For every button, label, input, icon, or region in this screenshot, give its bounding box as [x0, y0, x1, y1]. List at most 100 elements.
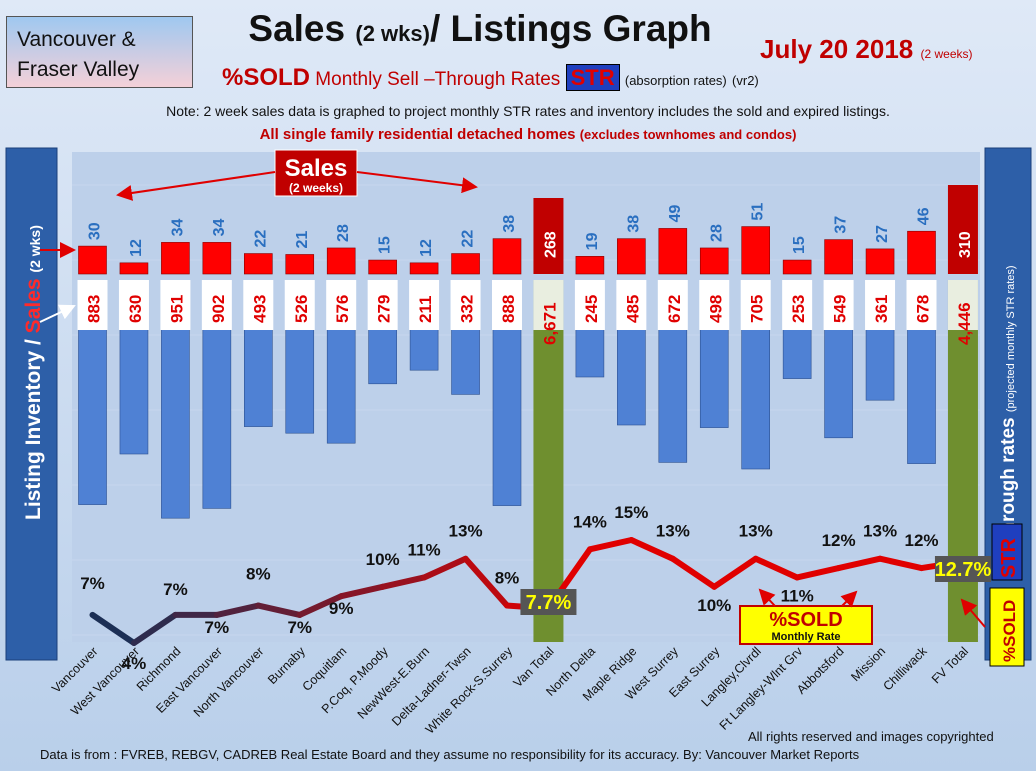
str-line-segment	[752, 555, 801, 581]
subtitle-sold: %SOLD	[222, 64, 311, 91]
str-total-box	[934, 556, 991, 582]
sold-badge-box	[739, 605, 873, 645]
sold-tag: %SOLD	[1000, 600, 1019, 662]
sales-bar	[244, 253, 273, 275]
sales-value-label: 27	[874, 225, 891, 243]
region-box: Vancouver & Fraser Valley	[6, 16, 193, 88]
str-total-label: 12.7%	[935, 559, 992, 581]
sold-arrow-fv	[960, 598, 986, 628]
sales-bar	[161, 242, 190, 275]
str-line-segment	[213, 602, 262, 618]
inventory-bar	[202, 327, 232, 509]
sold-tag-box	[989, 587, 1025, 667]
inventory-bar	[409, 327, 439, 371]
sold-arrow-left	[758, 588, 776, 607]
inventory-value-label: 705	[748, 295, 767, 323]
inventory-label-box	[409, 280, 440, 330]
title-rest: / Listings Graph	[429, 8, 712, 49]
str-total-label: 7.7%	[526, 592, 572, 614]
sales-bar	[741, 226, 771, 275]
sales-bar	[451, 253, 480, 275]
left-axis-title: Listing Inventory / Sales (2 wks)	[22, 225, 45, 520]
left-axis-panel	[5, 147, 58, 661]
sales-value-label: 15	[377, 236, 394, 254]
category-label: Ft Langley-Wlnt Grv	[717, 644, 806, 733]
inventory-label-box	[699, 280, 730, 330]
sales-bar	[865, 248, 895, 275]
subtitle-rates: (absorption rates)	[624, 73, 727, 88]
inventory-value-label: 279	[375, 295, 394, 323]
str-value-label: 8%	[495, 569, 520, 588]
inventory-label-box	[77, 280, 108, 330]
report-date: July 20 2018 (2 weeks)	[760, 34, 972, 65]
inventory-value-label: 485	[623, 295, 642, 323]
inventory-bar	[658, 327, 688, 463]
sales-bar	[699, 247, 729, 275]
inventory-value-label: 4,446	[955, 302, 974, 345]
sales-value-label: 12	[418, 239, 435, 257]
title-main: Sales	[248, 8, 346, 49]
inventory-label-box	[367, 280, 398, 330]
inventory-bar	[451, 327, 480, 395]
sales-bar	[658, 228, 688, 275]
str-line-segment	[835, 555, 884, 572]
str-value-label: 13%	[863, 522, 897, 541]
sales-value-label: 38	[501, 215, 518, 233]
rights-text: All rights reserved and images copyright…	[748, 729, 994, 744]
right-axis-part2: (projected monthly STR rates)	[1005, 265, 1017, 412]
chart-note: Note: 2 week sales data is graphed to pr…	[166, 103, 890, 119]
subtitle-str: STR	[565, 64, 620, 91]
sales-value-label: 38	[625, 215, 642, 233]
sales-bar	[492, 238, 522, 275]
str-value-label: 10%	[697, 596, 731, 615]
inventory-bar	[244, 327, 273, 427]
sales-annotation-label: Sales	[285, 155, 348, 182]
sales-value-label: 28	[708, 224, 725, 242]
sales-arrow-right	[356, 171, 478, 194]
subtitle: %SOLD Monthly Sell –Through Rates STR (a…	[222, 64, 759, 92]
sales-value-label: 310	[957, 231, 974, 258]
subtitle-version: (vr2)	[732, 73, 759, 88]
inventory-bar	[865, 327, 895, 401]
str-value-label: 4%	[122, 654, 147, 673]
chart-scope: All single family residential detached h…	[20, 126, 1036, 143]
sales-arrow-left	[116, 171, 276, 201]
str-value-label: 13%	[449, 522, 483, 541]
inventory-label-box	[118, 280, 149, 330]
str-line-segment	[877, 555, 925, 572]
inventory-value-label: 526	[292, 295, 311, 323]
inventory-label-box	[823, 280, 854, 330]
str-total-box	[520, 589, 577, 615]
inventory-value-label: 211	[416, 296, 435, 323]
sales-value-label: 22	[460, 230, 477, 248]
chart-title: Sales (2 wks)/ Listings Graph	[200, 8, 760, 50]
inventory-label-box	[782, 280, 813, 330]
sales-value-label: 268	[542, 231, 559, 258]
subtitle-text: Monthly Sell –Through Rates	[315, 69, 561, 90]
str-value-label: 11%	[781, 586, 814, 605]
sales-value-label: 28	[335, 224, 352, 242]
sold-badge-sub: Monthly Rate	[771, 631, 840, 643]
str-line-segment	[421, 555, 469, 581]
category-label: FV Total	[929, 644, 971, 686]
inventory-value-label: 883	[85, 295, 104, 323]
str-line-segment	[711, 555, 759, 590]
sales-bar	[824, 239, 853, 275]
sales-value-label: 46	[916, 207, 933, 225]
str-value-label: 12%	[904, 531, 938, 550]
str-line-segment	[586, 537, 635, 553]
inventory-value-label: 951	[167, 295, 186, 323]
inventory-bar	[575, 327, 605, 378]
title-paren: (2 wks)	[355, 21, 430, 46]
str-tag-box	[991, 523, 1023, 581]
region-label: Vancouver & Fraser Valley	[17, 28, 140, 81]
category-label: Delta-Ladner-Twsn	[389, 644, 474, 729]
str-line-segment	[628, 537, 676, 562]
str-value-label: 7%	[80, 574, 105, 593]
sold-arrow-right	[840, 590, 858, 608]
category-label: NewWest-E.Burn	[355, 644, 433, 722]
str-value-label: 13%	[656, 522, 690, 541]
sales-value-label: 37	[833, 216, 850, 234]
inventory-value-label: 630	[126, 295, 145, 323]
